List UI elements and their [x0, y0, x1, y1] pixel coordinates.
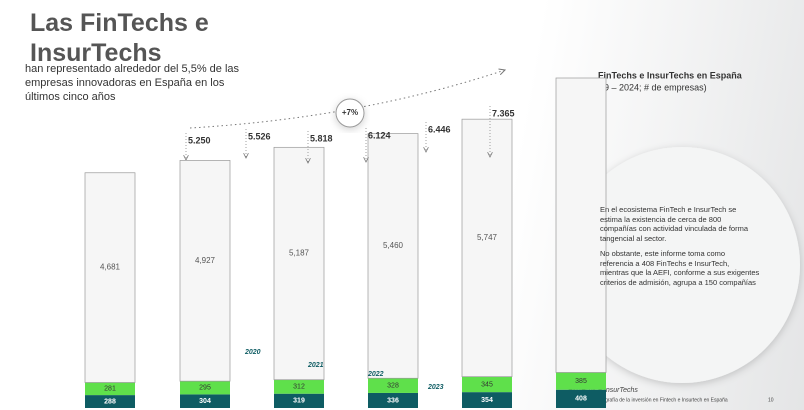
value-label: 319 [293, 398, 305, 405]
bar-segment [462, 392, 512, 408]
total-label: 6.124 [368, 130, 391, 140]
value-label: 281 [104, 386, 116, 393]
bar-segment [273, 146, 325, 381]
box-title: FinTechs e InsurTechs en España [598, 70, 743, 80]
growth-badge [335, 98, 365, 128]
page-number: 10 [768, 397, 774, 403]
bar-segment [180, 381, 230, 395]
value-label: 385 [575, 378, 587, 385]
total-label: 7.365 [492, 108, 515, 118]
bar-segment [555, 77, 607, 373]
bar-segment [85, 382, 135, 396]
bar-segment [556, 372, 606, 390]
bar-segment [461, 118, 513, 378]
total-label: 5.526 [248, 131, 271, 141]
bar-segment [180, 394, 230, 408]
note-circle [564, 147, 800, 383]
year-label: 2023 [427, 384, 444, 391]
value-label: 4,927 [195, 256, 216, 265]
value-label: 5,187 [289, 249, 310, 258]
value-label: 336 [387, 397, 399, 404]
box-subtitle: (2019 – 2024; # de empresas) [586, 82, 707, 92]
note: No obstante, este informe toma como refe… [600, 249, 760, 287]
footer: Radiografía de la inversión en Fintech e… [592, 397, 728, 403]
bar-segment [274, 379, 324, 394]
value-label: 328 [387, 382, 399, 389]
value-label: 304 [199, 398, 211, 405]
note: En el ecosistema FinTech e InsurTech se … [600, 205, 749, 243]
value-label: 408 [575, 396, 587, 403]
bar-segment [84, 172, 136, 383]
value-label: 295 [199, 385, 211, 392]
bar-segment [274, 393, 324, 408]
total-label: 6.446 [428, 124, 451, 134]
year-label: 2022 [367, 371, 384, 378]
bar-segment [556, 389, 606, 408]
title: Las FinTechs e InsurTechs [30, 9, 209, 67]
value-label: 4,681 [100, 263, 121, 272]
total-label: 5.250 [188, 135, 211, 145]
value-label: 288 [104, 398, 116, 405]
value-label: 5,747 [477, 233, 498, 242]
year-label: 2021 [307, 362, 324, 369]
subtitle: han representado alrededor del 5,5% de l… [25, 63, 240, 103]
bar-segment [179, 160, 231, 382]
year-label: 2020 [244, 349, 261, 356]
bar-segment [368, 378, 418, 393]
growth-label: +7% [342, 108, 358, 117]
total-label: 5.818 [310, 133, 333, 143]
bar-segment [462, 376, 512, 393]
value-label: 345 [481, 381, 493, 388]
value-label: 5,460 [383, 241, 404, 250]
notes: En el ecosistema FinTech e InsurTech se … [600, 205, 760, 287]
value-label: 312 [293, 384, 305, 391]
bar-segment [367, 133, 419, 379]
value-label: 354 [481, 397, 493, 404]
bar-segment [85, 395, 135, 408]
bar-segment [368, 392, 418, 408]
